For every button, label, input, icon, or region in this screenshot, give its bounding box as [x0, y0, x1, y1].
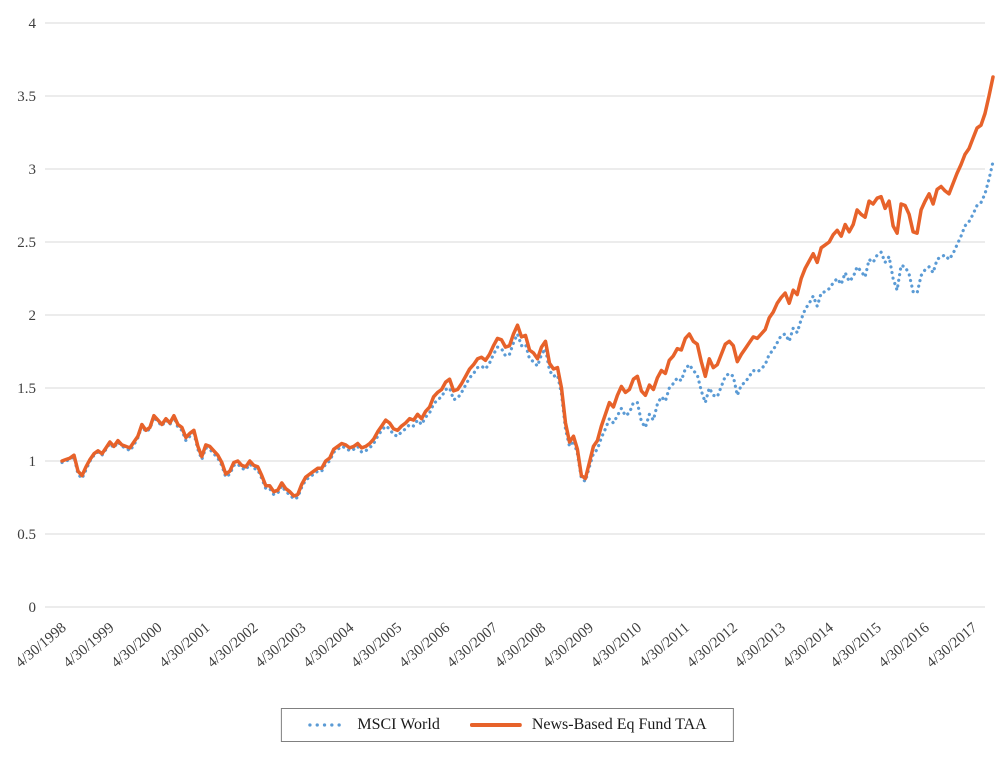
legend-item-msci-world: MSCI World — [307, 716, 440, 734]
x-tick-label: 4/30/2001 — [156, 620, 213, 671]
y-tick-label: 1 — [29, 454, 37, 470]
x-tick-label: 4/30/2004 — [300, 619, 357, 671]
x-tick-label: 4/30/2011 — [636, 620, 692, 671]
x-tick-label: 4/30/2009 — [540, 620, 597, 671]
legend-label-news-based-taa: News-Based Eq Fund TAA — [531, 716, 707, 733]
x-tick-label: 4/30/2012 — [684, 620, 741, 671]
msci-world-line — [60, 160, 995, 501]
x-tick-label: 4/30/2010 — [588, 620, 645, 671]
news-based-eq-fund-taa-line — [60, 75, 995, 498]
x-tick-label: 4/30/2014 — [780, 619, 837, 671]
x-tick-label: 4/30/2002 — [204, 620, 261, 671]
x-tick-label: 4/30/2006 — [396, 619, 453, 671]
y-tick-label: 0 — [29, 600, 37, 616]
y-tick-label: 3 — [29, 162, 37, 178]
legend-item-news-based-taa: News-Based Eq Fund TAA — [469, 716, 707, 734]
legend: MSCI World News-Based Eq Fund TAA — [280, 708, 734, 742]
msci-world-line-swatch — [307, 723, 347, 727]
y-tick-label: 4 — [29, 16, 37, 32]
x-tick-label: 4/30/2017 — [924, 619, 981, 671]
y-tick-label: 3.5 — [17, 89, 36, 105]
x-tick-label: 4/30/2003 — [252, 620, 309, 671]
x-tick-label: 4/30/2005 — [348, 620, 405, 671]
x-tick-label: 4/30/2016 — [876, 619, 933, 671]
y-tick-label: 0.5 — [17, 527, 36, 543]
x-tick-label: 4/30/2008 — [492, 620, 549, 671]
y-tick-label: 1.5 — [17, 381, 36, 397]
x-tick-label: 4/30/1998 — [13, 620, 70, 671]
taa-line-swatch — [469, 723, 522, 727]
x-tick-label: 4/30/1999 — [61, 620, 118, 671]
x-tick-label: 4/30/2013 — [732, 620, 789, 671]
x-tick-label: 4/30/2007 — [444, 619, 501, 671]
y-tick-label: 2.5 — [17, 235, 36, 251]
legend-label-msci-world: MSCI World — [357, 716, 440, 733]
x-tick-label: 4/30/2000 — [109, 620, 166, 671]
x-tick-label: 4/30/2015 — [828, 620, 885, 671]
y-tick-label: 2 — [29, 308, 37, 324]
